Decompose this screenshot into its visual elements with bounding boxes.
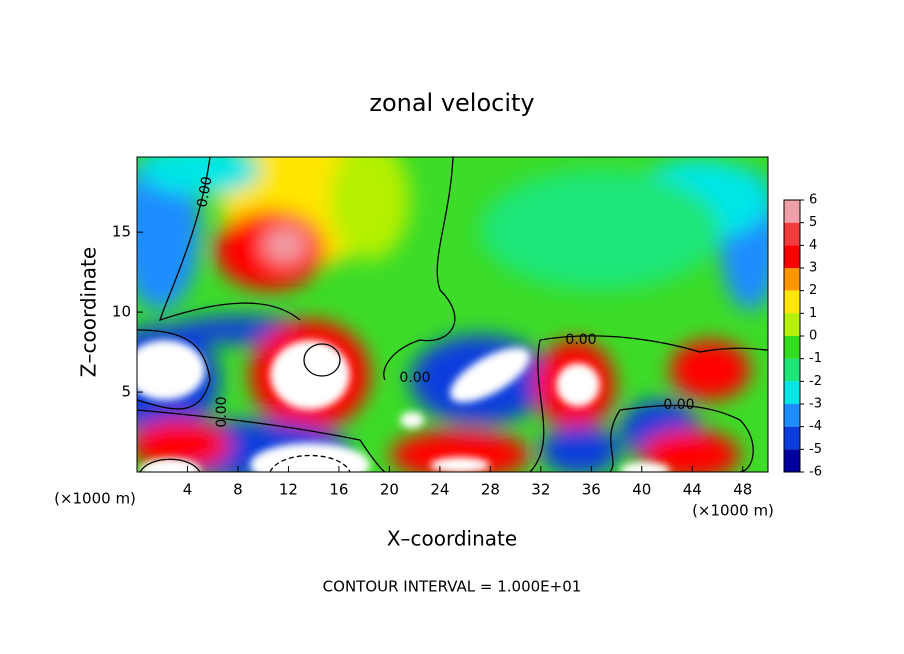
x-tick-label: 48 bbox=[733, 481, 752, 499]
colorbar-label: -3 bbox=[809, 397, 822, 412]
x-tick-label: 20 bbox=[380, 481, 399, 499]
colorbar-cell bbox=[784, 222, 800, 246]
colorbar-label: 3 bbox=[809, 261, 817, 276]
colorbar-cell bbox=[784, 358, 800, 382]
field bbox=[137, 157, 768, 472]
contour-label: 0.00 bbox=[663, 397, 694, 413]
colorbar-label: -1 bbox=[809, 351, 822, 366]
colorbar-cell bbox=[784, 381, 800, 404]
contour-label: 0.00 bbox=[565, 332, 596, 348]
y-axis-label: Z–coordinate bbox=[77, 247, 101, 377]
colorbar-cell bbox=[784, 290, 800, 314]
x-tick-label: 8 bbox=[233, 481, 243, 499]
colorbar-label: -2 bbox=[809, 374, 822, 389]
y-tick-label: 5 bbox=[121, 383, 131, 401]
colorbar-cell bbox=[784, 313, 800, 336]
colorbar-cell bbox=[784, 245, 800, 268]
colorbar-label: 4 bbox=[809, 238, 817, 253]
plot-frame bbox=[136, 156, 769, 473]
x-tick-label: 24 bbox=[430, 481, 449, 499]
colorbar-label: 5 bbox=[809, 215, 817, 230]
x-tick-label: 32 bbox=[531, 481, 550, 499]
contour-label: 0.00 bbox=[194, 175, 215, 208]
footer: CONTOUR INTERVAL = 1.000E+01 bbox=[323, 578, 582, 596]
x-tick-label: 36 bbox=[582, 481, 601, 499]
colorbar-label: -4 bbox=[809, 419, 822, 434]
y-unit-label: (×1000 m) bbox=[54, 490, 136, 508]
x-tick-label: 16 bbox=[329, 481, 348, 499]
contour-label: 0.00 bbox=[399, 370, 430, 386]
x-tick-label: 12 bbox=[279, 481, 298, 499]
x-tick-label: 28 bbox=[481, 481, 500, 499]
x-unit-label: (×1000 m) bbox=[692, 502, 774, 520]
x-tick-label: 4 bbox=[183, 481, 193, 499]
colorbar-cell bbox=[784, 426, 800, 450]
x-tick-label: 44 bbox=[683, 481, 702, 499]
colorbar-label: 2 bbox=[809, 283, 817, 298]
colorbar-cell bbox=[784, 200, 800, 223]
colorbar-cell bbox=[784, 268, 800, 291]
colorbar-label: 0 bbox=[809, 329, 817, 344]
colorbar-label: 6 bbox=[809, 193, 817, 208]
contour-label: 0.00 bbox=[214, 396, 230, 427]
chart-title: zonal velocity bbox=[369, 89, 534, 117]
colorbar-cell bbox=[784, 449, 800, 472]
colorbar-cell bbox=[784, 404, 800, 427]
colorbar-label: -6 bbox=[809, 465, 822, 480]
y-tick-label: 15 bbox=[112, 223, 131, 241]
colorbar-cell bbox=[784, 336, 800, 359]
y-tick-label: 10 bbox=[112, 303, 131, 321]
x-axis-label: X–coordinate bbox=[387, 527, 517, 551]
x-tick-label: 40 bbox=[632, 481, 651, 499]
colorbar-label: 1 bbox=[809, 306, 817, 321]
colorbar-label: -5 bbox=[809, 442, 822, 457]
